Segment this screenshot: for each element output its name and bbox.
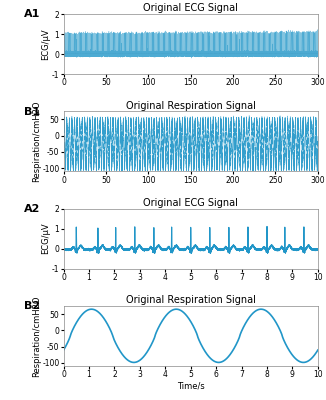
Title: Original Respiration Signal: Original Respiration Signal	[126, 295, 256, 305]
Text: B2: B2	[24, 301, 40, 311]
Y-axis label: Respiration/cmH2O: Respiration/cmH2O	[32, 100, 41, 182]
Text: A1: A1	[24, 9, 40, 19]
X-axis label: Time/s: Time/s	[177, 382, 205, 391]
Y-axis label: ECG/μV: ECG/μV	[41, 223, 51, 254]
Text: B1: B1	[24, 106, 40, 116]
Y-axis label: Respiration/cmH2O: Respiration/cmH2O	[32, 295, 41, 377]
Title: Original ECG Signal: Original ECG Signal	[143, 198, 238, 208]
Y-axis label: ECG/μV: ECG/μV	[41, 28, 51, 60]
Title: Original ECG Signal: Original ECG Signal	[143, 3, 238, 13]
Text: A2: A2	[24, 204, 40, 214]
Title: Original Respiration Signal: Original Respiration Signal	[126, 100, 256, 110]
